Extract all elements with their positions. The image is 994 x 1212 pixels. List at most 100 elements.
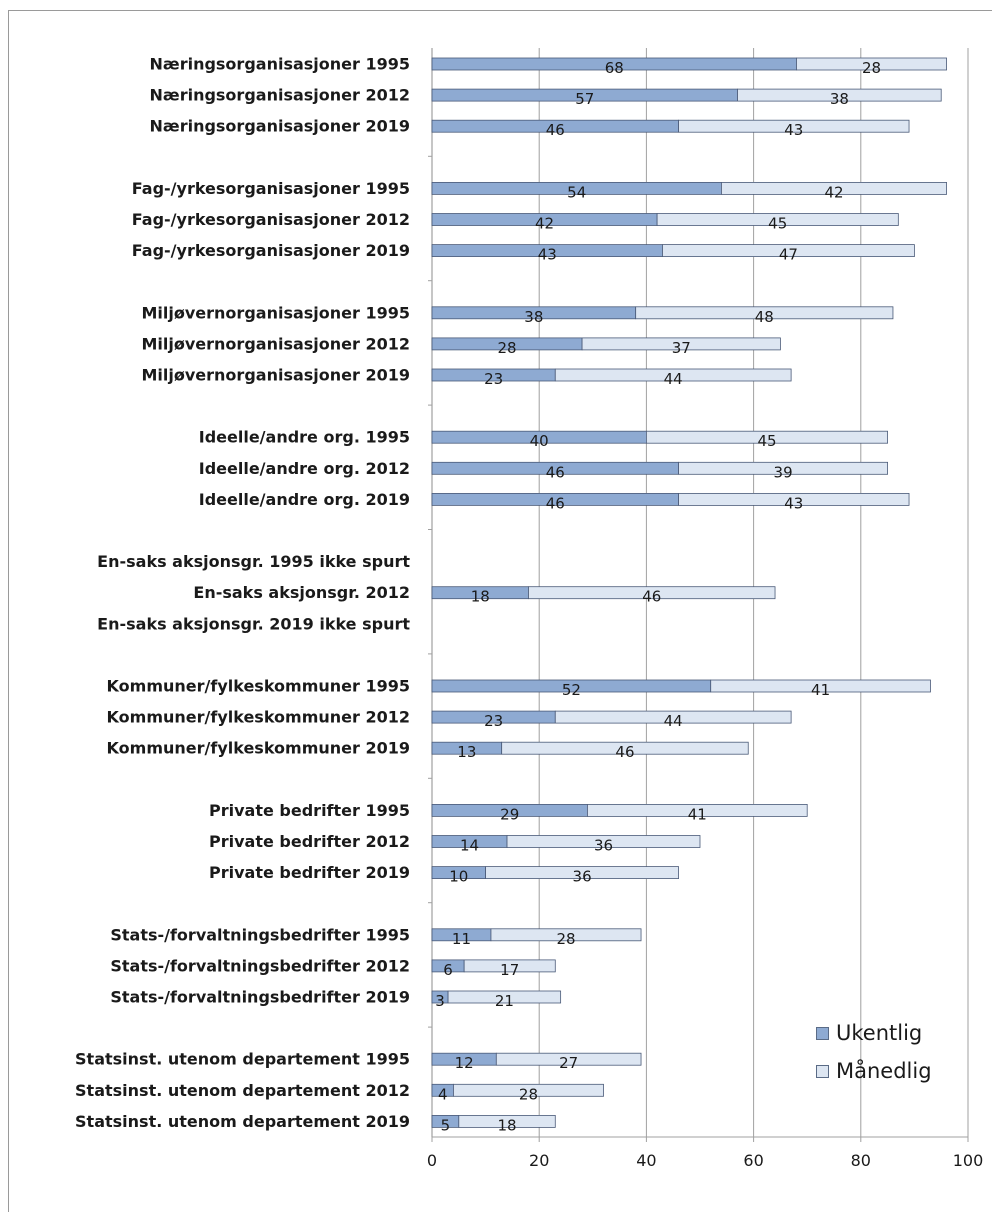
data-label-ukentlig: 12 bbox=[455, 1054, 474, 1072]
data-label-manedlig: 44 bbox=[664, 370, 683, 388]
data-label-ukentlig: 46 bbox=[546, 463, 565, 481]
bar-manedlig bbox=[656, 213, 899, 226]
data-label-manedlig: 28 bbox=[556, 930, 575, 948]
x-tick-label: 20 bbox=[529, 1151, 549, 1170]
category-label: Private bedrifter 2012 bbox=[209, 832, 410, 851]
data-label-ukentlig: 54 bbox=[567, 183, 586, 201]
bar-manedlig bbox=[635, 306, 894, 320]
data-label-ukentlig: 29 bbox=[500, 805, 519, 823]
x-tick-label: 40 bbox=[636, 1151, 656, 1170]
bar-manedlig bbox=[506, 835, 701, 848]
data-label-manedlig: 38 bbox=[830, 90, 849, 108]
category-label: Ideelle/andre org. 2019 bbox=[199, 490, 410, 509]
bar-manedlig bbox=[581, 337, 781, 351]
legend-swatch-ukentlig bbox=[816, 1026, 829, 1040]
data-label-manedlig: 28 bbox=[519, 1085, 538, 1103]
legend: Ukentlig Månedlig bbox=[816, 1014, 932, 1090]
category-label: Miljøvernorganisasjoner 2012 bbox=[142, 334, 411, 353]
data-label-manedlig: 44 bbox=[664, 712, 683, 730]
bar-manedlig bbox=[485, 866, 679, 879]
bar-manedlig bbox=[490, 928, 642, 942]
category-label: Stats-/forvaltningsbedrifter 2019 bbox=[110, 988, 410, 1007]
category-label: Næringsorganisasjoner 1995 bbox=[150, 55, 410, 74]
bar-manedlig bbox=[678, 119, 910, 133]
data-label-manedlig: 21 bbox=[495, 992, 514, 1010]
data-label-ukentlig: 28 bbox=[497, 339, 516, 357]
category-label: Kommuner/fylkeskommuner 1995 bbox=[107, 677, 410, 696]
category-label: Statsinst. utenom departement 2019 bbox=[75, 1112, 410, 1131]
category-label: Miljøvernorganisasjoner 2019 bbox=[142, 366, 411, 385]
data-label-ukentlig: 4 bbox=[438, 1085, 448, 1103]
bar-manedlig bbox=[463, 959, 556, 973]
category-label: Ideelle/andre org. 2012 bbox=[199, 459, 410, 478]
data-label-ukentlig: 43 bbox=[538, 246, 557, 264]
bar-manedlig bbox=[737, 88, 942, 102]
category-label: En-saks aksjonsgr. 1995 ikke spurt bbox=[97, 552, 410, 571]
data-label-manedlig: 42 bbox=[824, 183, 843, 201]
data-label-ukentlig: 23 bbox=[484, 712, 503, 730]
category-label: Næringsorganisasjoner 2019 bbox=[150, 117, 410, 136]
data-label-manedlig: 36 bbox=[573, 868, 592, 886]
data-label-manedlig: 36 bbox=[594, 837, 613, 855]
data-label-manedlig: 48 bbox=[755, 308, 774, 326]
legend-item-manedlig: Månedlig bbox=[816, 1052, 932, 1090]
chart-frame bbox=[8, 10, 992, 1212]
category-label: Statsinst. utenom departement 2012 bbox=[75, 1081, 410, 1100]
data-label-ukentlig: 38 bbox=[524, 308, 543, 326]
data-label-ukentlig: 42 bbox=[535, 215, 554, 233]
bar-manedlig bbox=[501, 741, 749, 755]
x-tick-label: 100 bbox=[953, 1151, 984, 1170]
data-label-ukentlig: 46 bbox=[546, 121, 565, 139]
data-label-ukentlig: 10 bbox=[449, 868, 468, 886]
data-label-manedlig: 18 bbox=[497, 1116, 516, 1134]
data-label-manedlig: 46 bbox=[642, 588, 661, 606]
bar-manedlig bbox=[662, 244, 915, 258]
bar-manedlig bbox=[587, 804, 808, 817]
x-tick-label: 60 bbox=[743, 1151, 763, 1170]
legend-label-manedlig: Månedlig bbox=[836, 1059, 932, 1083]
bar-manedlig bbox=[554, 368, 792, 382]
bar-manedlig bbox=[495, 1052, 642, 1066]
bar-manedlig bbox=[721, 181, 947, 195]
bar-manedlig bbox=[796, 57, 947, 71]
x-tick-label: 0 bbox=[427, 1151, 437, 1170]
data-label-ukentlig: 23 bbox=[484, 370, 503, 388]
data-label-ukentlig: 13 bbox=[457, 743, 476, 761]
data-label-ukentlig: 11 bbox=[452, 930, 471, 948]
data-label-manedlig: 41 bbox=[688, 805, 707, 823]
category-label: Kommuner/fylkeskommuner 2019 bbox=[107, 739, 410, 758]
data-label-ukentlig: 40 bbox=[530, 432, 549, 450]
bar-manedlig bbox=[554, 710, 792, 724]
category-label: Miljøvernorganisasjoner 1995 bbox=[142, 303, 411, 322]
category-label: En-saks aksjonsgr. 2019 ikke spurt bbox=[97, 614, 410, 633]
legend-label-ukentlig: Ukentlig bbox=[836, 1021, 923, 1045]
bar-manedlig bbox=[458, 1115, 556, 1128]
data-label-ukentlig: 18 bbox=[471, 588, 490, 606]
data-label-ukentlig: 68 bbox=[605, 59, 624, 77]
bar-manedlig bbox=[678, 461, 888, 475]
category-label: Fag-/yrkesorganisasjoner 2019 bbox=[132, 241, 410, 260]
bar-manedlig bbox=[528, 586, 776, 600]
category-label: Stats-/forvaltningsbedrifter 1995 bbox=[110, 925, 410, 944]
bar-manedlig bbox=[453, 1083, 604, 1097]
data-label-manedlig: 28 bbox=[862, 59, 881, 77]
bar-manedlig bbox=[710, 679, 931, 693]
data-label-manedlig: 45 bbox=[757, 432, 776, 450]
data-label-manedlig: 45 bbox=[768, 215, 787, 233]
data-label-manedlig: 27 bbox=[559, 1054, 578, 1072]
category-label: Statsinst. utenom departement 1995 bbox=[75, 1050, 410, 1069]
data-label-manedlig: 43 bbox=[784, 121, 803, 139]
category-label: Private bedrifter 1995 bbox=[209, 801, 410, 820]
x-tick-label: 80 bbox=[851, 1151, 871, 1170]
data-label-ukentlig: 3 bbox=[435, 992, 445, 1010]
data-label-manedlig: 43 bbox=[784, 494, 803, 512]
category-label: Private bedrifter 2019 bbox=[209, 863, 410, 882]
data-label-ukentlig: 14 bbox=[460, 837, 479, 855]
data-label-ukentlig: 5 bbox=[441, 1116, 451, 1134]
legend-item-ukentlig: Ukentlig bbox=[816, 1014, 932, 1052]
category-label: Næringsorganisasjoner 2012 bbox=[150, 86, 410, 105]
data-label-manedlig: 47 bbox=[779, 246, 798, 264]
data-label-manedlig: 39 bbox=[774, 463, 793, 481]
category-label: Stats-/forvaltningsbedrifter 2012 bbox=[110, 956, 410, 975]
